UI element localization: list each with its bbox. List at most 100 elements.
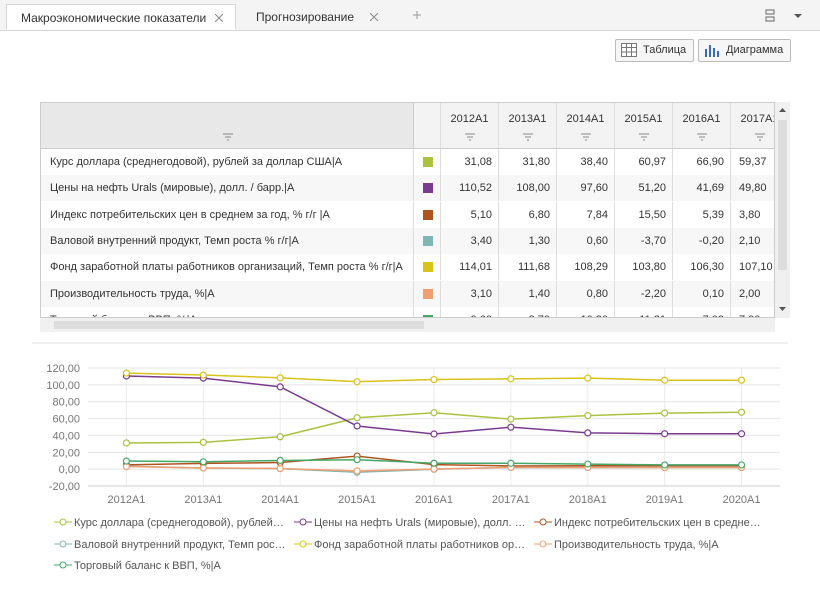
- legend-item[interactable]: Фонд заработной платы работников организ…: [294, 537, 526, 553]
- menu-icon[interactable]: [764, 9, 808, 23]
- cell-value: 9,60: [441, 306, 499, 317]
- legend-label[interactable]: Курс доллара (среднегодовой), рублей за …: [74, 517, 286, 529]
- data-point: [430, 459, 438, 467]
- column-header: 2013A1: [499, 103, 557, 149]
- tab-label[interactable]: Прогнозирование: [256, 10, 354, 24]
- column-label: 2017A1: [740, 113, 775, 125]
- filter-icon[interactable]: [581, 133, 591, 141]
- filter-icon[interactable]: [639, 133, 649, 141]
- color-swatch: [423, 157, 433, 167]
- data-point: [507, 375, 515, 383]
- add-tab-icon[interactable]: [413, 11, 421, 19]
- data-point: [276, 383, 284, 391]
- legend-item[interactable]: Валовой внутренний продукт, Темп роста %…: [54, 537, 286, 553]
- cell-value: 0,80: [557, 280, 615, 307]
- data-point: [430, 465, 438, 473]
- data-point: [584, 429, 592, 437]
- h-scrollbar[interactable]: [40, 318, 775, 332]
- filter-icon[interactable]: [755, 133, 765, 141]
- data-point: [276, 464, 284, 473]
- column-header: 2016A1: [673, 103, 731, 149]
- cell-value: 2,00: [731, 280, 774, 307]
- color-swatch: [423, 183, 433, 194]
- legend-label[interactable]: Валовой внутренний продукт, Темп роста %…: [74, 538, 286, 551]
- y-tick-label: 0,00: [59, 464, 80, 476]
- x-tick-label: 2018A1: [569, 494, 607, 506]
- row-label: Фонд заработной платы работников организ…: [41, 254, 414, 281]
- y-tick-label: 120,00: [46, 363, 80, 375]
- close-icon[interactable]: [215, 14, 223, 22]
- legend-marker: [54, 518, 72, 526]
- close-icon[interactable]: [370, 13, 378, 21]
- legend-label[interactable]: Торговый баланс к ВВП, %|А: [74, 560, 221, 572]
- cell-value: 0,60: [557, 227, 615, 254]
- cell-value: 7,84: [557, 201, 615, 228]
- x-tick-label: 2020A1: [723, 494, 761, 506]
- cell-value: 5,39: [673, 201, 731, 228]
- cell-value: 108,00: [499, 175, 557, 202]
- filter-icon[interactable]: [223, 133, 233, 141]
- legend-marker: [54, 561, 72, 569]
- legend-label[interactable]: Цены на нефть Urals (мировые), долл. / б…: [314, 517, 526, 529]
- data-point: [122, 439, 131, 447]
- data-point: [737, 376, 746, 384]
- y-tick-label: 60,00: [52, 414, 80, 426]
- y-tick-label: 100,00: [46, 380, 80, 392]
- legend-item[interactable]: Курс доллара (среднегодовой), рублей за …: [54, 515, 286, 531]
- cell-value: 3,80: [731, 201, 774, 228]
- chart-button[interactable]: Диаграмма: [698, 39, 792, 62]
- legend-label[interactable]: Фонд заработной платы работников организ…: [314, 538, 526, 551]
- cell-value: -0,20: [673, 227, 731, 254]
- legend-label[interactable]: Индекс потребительских цен в среднем за …: [554, 517, 766, 529]
- cell-value: 41,69: [673, 175, 731, 202]
- cell-value: 59,37: [731, 149, 774, 175]
- filter-icon[interactable]: [697, 133, 707, 141]
- column-header: 2015A1: [615, 103, 673, 149]
- legend-marker: [534, 540, 552, 547]
- legend-item[interactable]: Цены на нефть Urals (мировые), долл. / б…: [294, 515, 526, 531]
- data-point: [430, 430, 438, 438]
- row-label: Индекс потребительских цен в среднем за …: [41, 201, 414, 228]
- row-color: [414, 227, 441, 254]
- cell-value: 31,80: [499, 149, 557, 175]
- data-point: [661, 430, 669, 438]
- button-label[interactable]: Диаграмма: [726, 44, 784, 56]
- legend-item[interactable]: Индекс потребительских цен в среднем за …: [534, 515, 766, 531]
- cell-value: 49,80: [731, 175, 774, 202]
- cell-value: 5,10: [441, 201, 499, 228]
- data-point: [507, 415, 515, 423]
- tab-label[interactable]: Макроэкономические показатели: [21, 11, 207, 25]
- data-point: [353, 378, 361, 386]
- data-point: [199, 458, 207, 466]
- button-label[interactable]: Таблица: [643, 44, 687, 56]
- table-button[interactable]: Таблица: [615, 39, 695, 62]
- tab[interactable]: Макроэкономические показатели: [6, 4, 236, 30]
- legend-label[interactable]: Производительность труда, %|А: [554, 538, 719, 551]
- header-corner: [41, 103, 414, 149]
- data-point: [199, 371, 207, 379]
- data-point: [199, 438, 207, 446]
- filter-icon[interactable]: [465, 133, 475, 141]
- column-label: 2013A1: [508, 113, 547, 125]
- filter-icon[interactable]: [523, 133, 533, 141]
- row-color: [414, 175, 441, 202]
- table-icon: [621, 43, 637, 57]
- cell-value: 1,40: [499, 280, 557, 307]
- tab-bar: Макроэкономические показатели Прогнозиро…: [0, 0, 820, 31]
- data-table: 2012A1 2013A1 2014A1 2015A1 2016A1 2017A1 Курс…: [40, 102, 775, 318]
- v-scrollbar[interactable]: [775, 102, 790, 318]
- row-label: Торговый баланс к ВВП, %|А: [41, 306, 414, 317]
- y-tick-label: 80,00: [52, 397, 80, 409]
- legend-item[interactable]: Производительность труда, %|А: [534, 537, 766, 553]
- cell-value: 31,08: [441, 149, 499, 175]
- cell-value: 60,97: [615, 149, 673, 175]
- row-color: [414, 306, 441, 317]
- column-label: 2014A1: [566, 113, 605, 125]
- x-tick-label: 2017A1: [492, 494, 530, 506]
- tab[interactable]: Прогнозирование: [242, 4, 382, 30]
- data-point: [276, 433, 284, 441]
- data-point: [737, 461, 746, 469]
- legend-item[interactable]: Торговый баланс к ВВП, %|А: [54, 558, 286, 574]
- data-point: [507, 423, 515, 431]
